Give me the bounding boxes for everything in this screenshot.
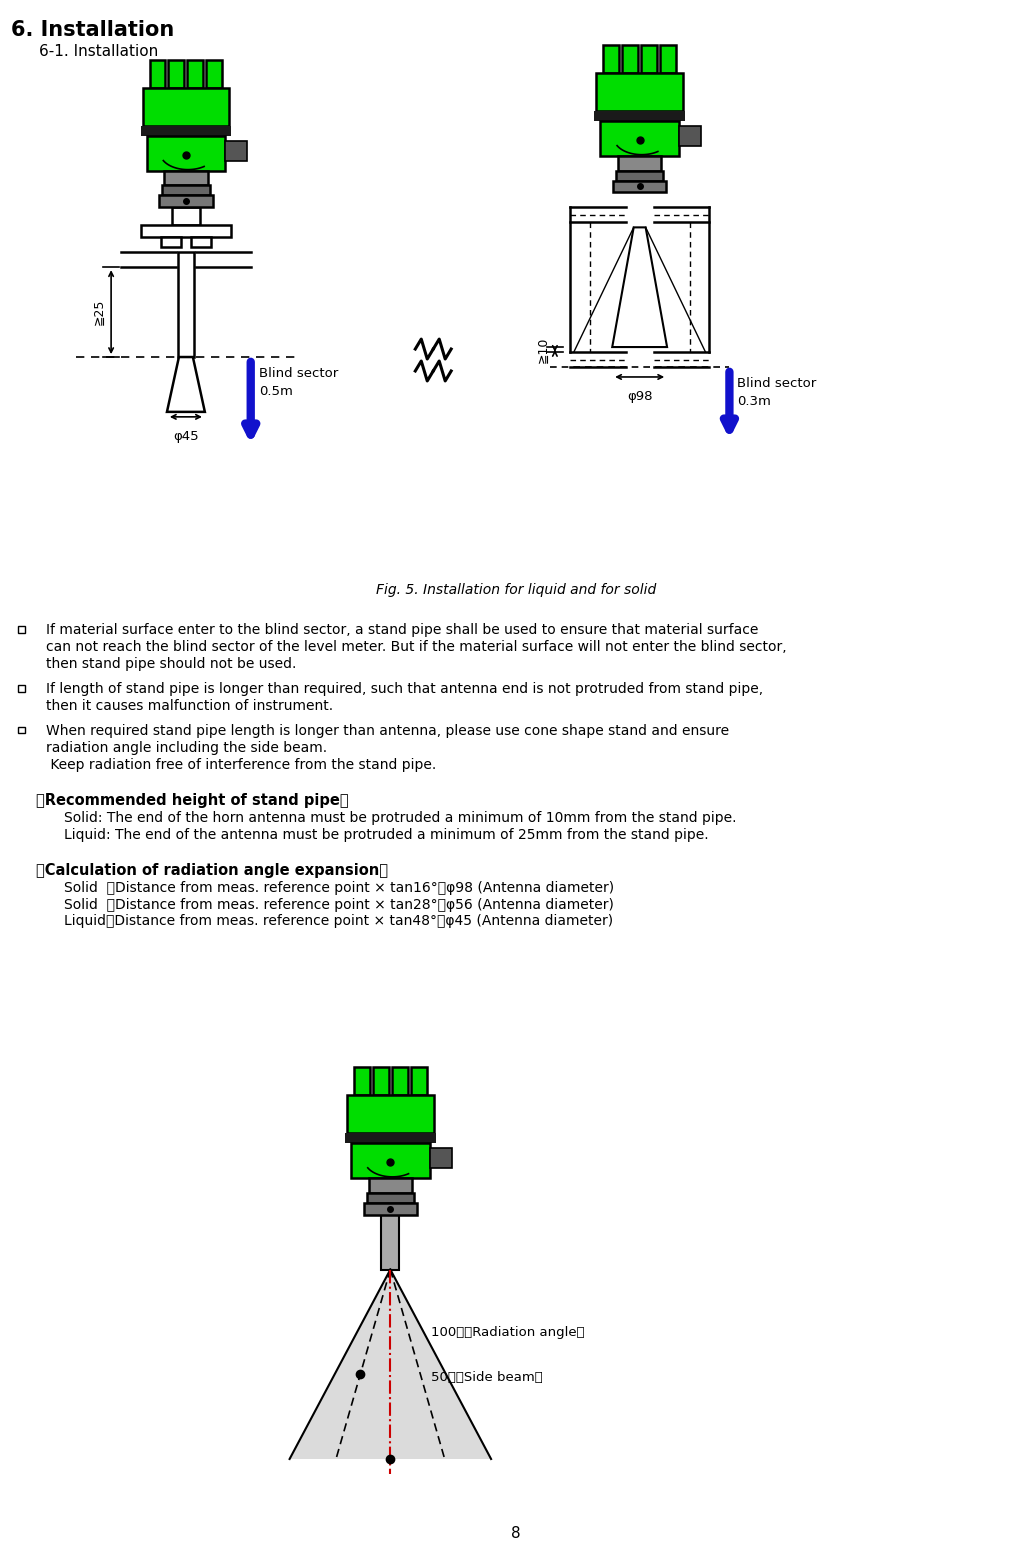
Bar	[660, 45, 676, 73]
Text: 0.3m: 0.3m	[738, 395, 771, 408]
Bar	[411, 1067, 427, 1095]
Bar	[161, 238, 181, 247]
Bar	[18, 684, 25, 692]
Bar	[368, 1178, 412, 1192]
Text: 6-1. Installation: 6-1. Installation	[39, 43, 159, 59]
Text: φ98: φ98	[626, 391, 652, 403]
Bar	[168, 60, 185, 88]
Bar	[162, 185, 209, 196]
Text: Liquid：Distance from meas. reference point × tan48°＋φ45 (Antenna diameter): Liquid：Distance from meas. reference poi…	[64, 914, 613, 928]
Bar	[206, 60, 222, 88]
Text: If material surface enter to the blind sector, a stand pipe shall be used to ens: If material surface enter to the blind s…	[46, 624, 759, 638]
Bar	[150, 60, 165, 88]
Bar	[382, 1215, 399, 1269]
Text: 【Recommended height of stand pipe】: 【Recommended height of stand pipe】	[36, 792, 349, 808]
Bar	[429, 1147, 452, 1167]
Text: ≧10: ≧10	[537, 337, 549, 363]
Bar	[622, 45, 638, 73]
Bar	[596, 73, 683, 111]
Bar	[141, 225, 231, 238]
Text: Fig. 5. Installation for liquid and for solid: Fig. 5. Installation for liquid and for …	[376, 584, 656, 598]
Bar	[164, 170, 207, 185]
Text: φ45: φ45	[173, 429, 199, 443]
Text: If length of stand pipe is longer than required, such that antenna end is not pr: If length of stand pipe is longer than r…	[46, 682, 764, 696]
Text: Blind sector: Blind sector	[259, 367, 337, 380]
Text: When required stand pipe length is longer than antenna, please use cone shape st: When required stand pipe length is longe…	[46, 724, 730, 738]
Bar	[347, 1095, 433, 1133]
Text: 6. Installation: 6. Installation	[11, 20, 174, 40]
Text: radiation angle including the side beam.: radiation angle including the side beam.	[46, 741, 327, 755]
Bar	[363, 1203, 417, 1215]
Bar	[616, 170, 664, 181]
Bar	[188, 60, 203, 88]
Bar	[159, 196, 213, 207]
Text: Keep radiation free of interference from the stand pipe.: Keep radiation free of interference from…	[46, 758, 437, 772]
Polygon shape	[290, 1269, 491, 1459]
Polygon shape	[612, 227, 667, 347]
Bar	[142, 88, 229, 125]
Bar	[351, 1143, 429, 1178]
Bar	[191, 238, 211, 247]
Text: Liquid: The end of the antenna must be protruded a minimum of 25mm from the stan: Liquid: The end of the antenna must be p…	[64, 828, 709, 841]
Text: 8: 8	[511, 1525, 521, 1541]
Bar	[18, 625, 25, 633]
Bar	[679, 125, 701, 145]
Text: 0.5m: 0.5m	[259, 384, 293, 398]
Text: Solid  ：Distance from meas. reference point × tan28°＋φ56 (Antenna diameter): Solid ：Distance from meas. reference poi…	[64, 897, 614, 911]
Bar	[618, 156, 662, 170]
Bar	[18, 727, 25, 733]
Polygon shape	[167, 357, 205, 412]
Bar	[172, 207, 200, 225]
Bar	[601, 120, 679, 156]
Bar	[641, 45, 657, 73]
Bar	[613, 181, 667, 193]
Text: Blind sector: Blind sector	[738, 377, 816, 391]
Bar	[225, 141, 248, 161]
Text: 50％（Side beam）: 50％（Side beam）	[430, 1371, 542, 1383]
Bar	[366, 1192, 414, 1203]
Text: then stand pipe should not be used.: then stand pipe should not be used.	[46, 658, 296, 672]
Text: can not reach the blind sector of the level meter. But if the material surface w: can not reach the blind sector of the le…	[46, 641, 787, 655]
Text: Solid: The end of the horn antenna must be protruded a minimum of 10mm from the : Solid: The end of the horn antenna must …	[64, 811, 737, 824]
Bar	[178, 252, 194, 357]
Text: 100％（Radiation angle）: 100％（Radiation angle）	[430, 1326, 584, 1339]
Text: Solid  ：Distance from meas. reference point × tan16°＋φ98 (Antenna diameter): Solid ：Distance from meas. reference poi…	[64, 880, 614, 894]
Bar	[392, 1067, 408, 1095]
Bar	[345, 1133, 436, 1143]
Bar	[354, 1067, 369, 1095]
Text: 【Calculation of radiation angle expansion】: 【Calculation of radiation angle expansio…	[36, 863, 388, 877]
Bar	[604, 45, 619, 73]
Bar	[140, 125, 231, 136]
Bar	[147, 136, 225, 170]
Text: then it causes malfunction of instrument.: then it causes malfunction of instrument…	[46, 699, 333, 713]
Text: ≧25: ≧25	[93, 300, 105, 326]
Bar	[373, 1067, 389, 1095]
Bar	[594, 111, 685, 120]
